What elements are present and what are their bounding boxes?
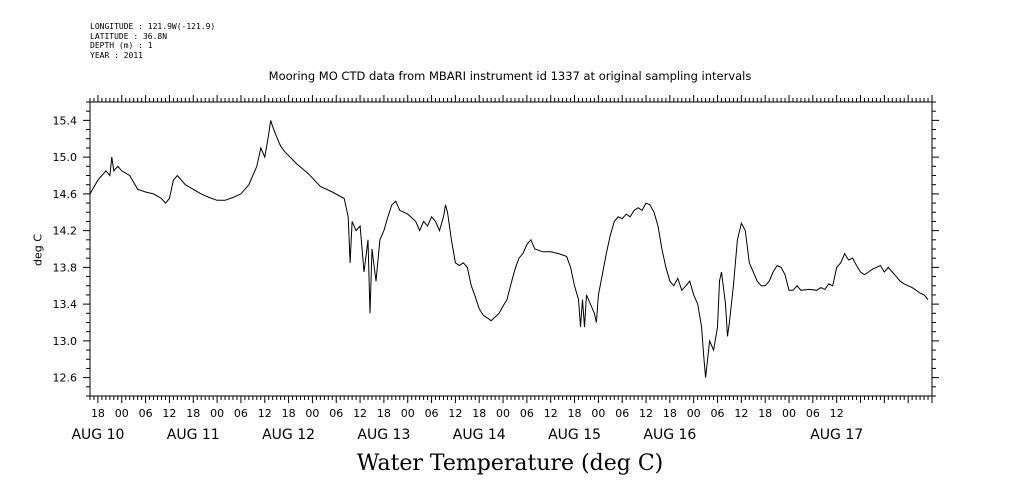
x-hour-tick-label: 06 <box>520 407 534 420</box>
temperature-series-line <box>89 120 929 378</box>
x-hour-tick-label: 06 <box>806 407 820 420</box>
x-hour-tick-label: 18 <box>472 407 486 420</box>
x-hour-tick-label: 18 <box>377 407 391 420</box>
x-hour-tick-label: 12 <box>258 407 272 420</box>
chart-title: Mooring MO CTD data from MBARI instrumen… <box>268 69 752 83</box>
y-tick-label: 13.4 <box>53 298 78 311</box>
x-hour-tick-label: 06 <box>425 407 439 420</box>
x-hour-tick-label: 12 <box>544 407 558 420</box>
y-tick-label: 13.0 <box>53 335 78 348</box>
y-tick-label: 13.8 <box>53 261 78 274</box>
x-hour-tick-label: 00 <box>782 407 796 420</box>
x-hour-tick-label: 06 <box>615 407 629 420</box>
plot-frame <box>89 101 933 397</box>
tick-labels: 18 00 06 12 18 00 06 12 18 00 06 12 18 00 06 12 18 00 06 12… <box>53 114 864 443</box>
x-hour-tick-label: 06 <box>329 407 343 420</box>
y-tick-label: 12.6 <box>53 372 78 385</box>
x-date-label: AUG 16 <box>643 427 696 443</box>
year-text: YEAR : 2011 <box>90 50 143 60</box>
x-hour-tick-label: 00 <box>687 407 701 420</box>
x-date-label: AUG 12 <box>262 427 315 443</box>
x-hour-tick-label: 00 <box>305 407 319 420</box>
x-hour-tick-label: 00 <box>401 407 415 420</box>
x-date-label: AUG 11 <box>167 427 220 443</box>
x-hour-tick-label: 12 <box>448 407 462 420</box>
tick-marks <box>83 95 939 403</box>
longitude-text: LONGITUDE : 121.9W(-121.9) <box>90 22 216 31</box>
x-date-label: AUG 15 <box>548 427 601 443</box>
x-hour-tick-label: 12 <box>353 407 367 420</box>
x-hour-tick-label: 18 <box>186 407 200 420</box>
x-hour-tick-label: 18 <box>758 407 772 420</box>
x-date-label: AUG 14 <box>453 427 506 443</box>
x-hour-tick-label: 18 <box>282 407 296 420</box>
x-axis-title: Water Temperature (deg C) <box>356 451 664 476</box>
metadata-block: LONGITUDE : 121.9W(-121.9) LATITUDE : 36… <box>90 22 215 60</box>
x-date-label: AUG 13 <box>357 427 410 443</box>
x-hour-tick-label: 06 <box>139 407 153 420</box>
x-hour-tick-label: 12 <box>734 407 748 420</box>
x-hour-tick-label: 00 <box>115 407 129 420</box>
y-tick-label: 15.0 <box>53 151 78 164</box>
x-hour-tick-label: 18 <box>91 407 105 420</box>
x-hour-tick-label: 12 <box>639 407 653 420</box>
y-tick-label: 15.4 <box>53 114 78 127</box>
y-tick-label: 14.2 <box>53 225 78 238</box>
x-date-label: AUG 17 <box>810 427 863 443</box>
x-hour-tick-label: 12 <box>830 407 844 420</box>
x-hour-tick-label: 00 <box>496 407 510 420</box>
x-hour-tick-label: 18 <box>568 407 582 420</box>
x-hour-tick-label: 18 <box>663 407 677 420</box>
latitude-text: LATITUDE : 36.8N <box>90 31 168 41</box>
x-hour-tick-label: 00 <box>210 407 224 420</box>
x-hour-tick-label: 12 <box>162 407 176 420</box>
y-tick-label: 14.6 <box>53 188 78 201</box>
x-hour-tick-label: 06 <box>711 407 725 420</box>
x-hour-tick-label: 06 <box>234 407 248 420</box>
x-hour-tick-label: 00 <box>591 407 605 420</box>
depth-text: DEPTH (m) : 1 <box>90 41 153 50</box>
x-date-label: AUG 10 <box>71 427 124 443</box>
